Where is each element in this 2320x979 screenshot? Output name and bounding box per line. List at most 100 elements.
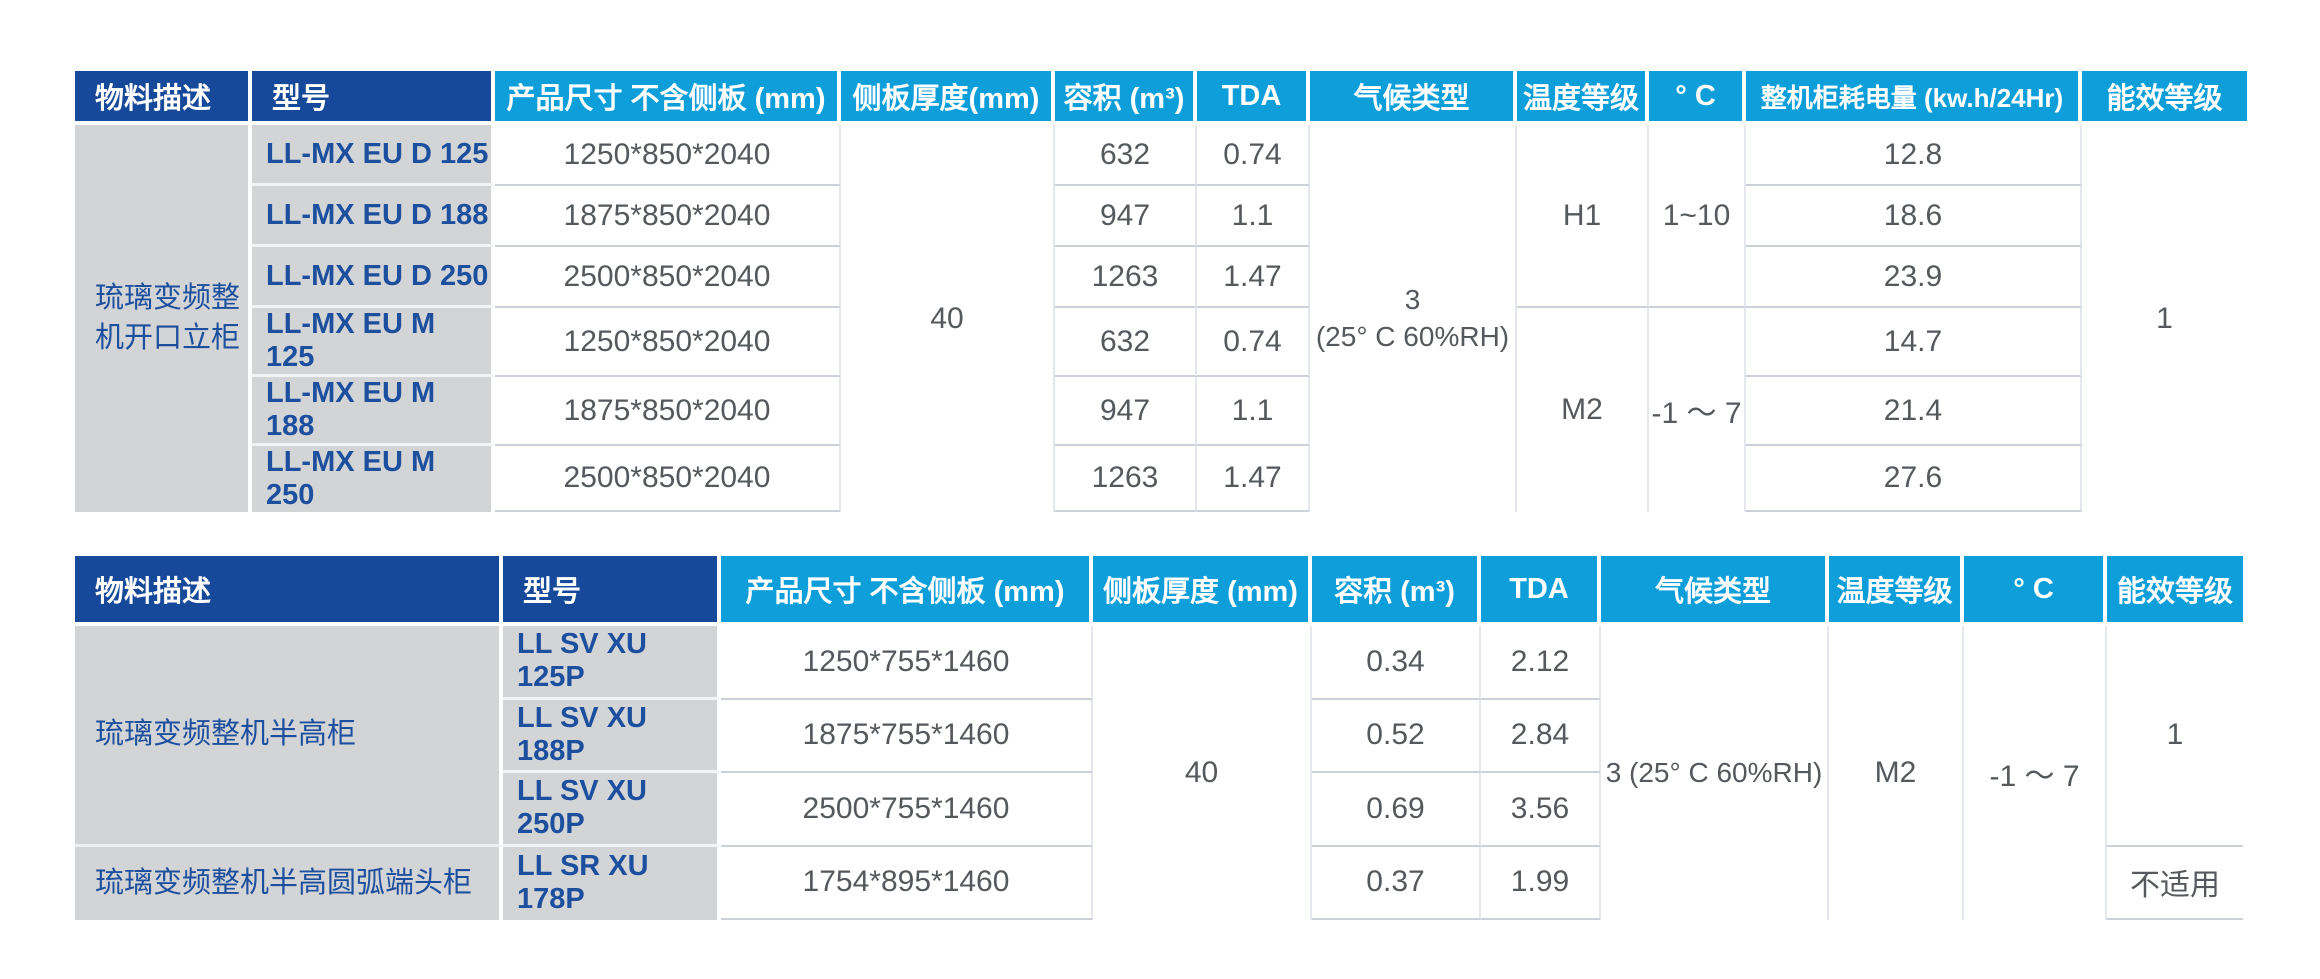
cell-dimensions: 1250*850*2040 <box>495 308 841 377</box>
cell-tda: 1.1 <box>1197 377 1310 446</box>
cell-tda: 1.1 <box>1197 186 1310 247</box>
cell-energy-grade: 1 <box>2107 626 2243 847</box>
cell-volume: 1263 <box>1055 247 1197 308</box>
cell-temp-class: M2 <box>1829 626 1964 920</box>
cell-volume: 632 <box>1055 125 1197 186</box>
cell-energy-grade: 不适用 <box>2107 846 2243 920</box>
material-line-1: 琉璃变频整 <box>95 282 241 315</box>
cell-dimensions: 1875*850*2040 <box>495 186 841 247</box>
header-side-thickness: 侧板厚度 (mm) <box>1093 556 1312 626</box>
climate-type-value: 3 <box>1404 284 1421 316</box>
cell-temp-class-h1: H1 <box>1517 125 1649 308</box>
cell-volume: 0.69 <box>1312 773 1481 847</box>
header-climate-type: 气候类型 <box>1601 556 1829 626</box>
cell-tda: 3.56 <box>1481 773 1601 847</box>
cell-model: LL SR XU 178P <box>503 846 721 920</box>
cell-dimensions: 1754*895*1460 <box>721 846 1093 920</box>
table-row: LL-MX EU D 188 1875*850*2040 947 1.1 18.… <box>75 186 2247 247</box>
cell-volume: 0.34 <box>1312 626 1481 700</box>
cell-model: LL-MX EU M 188 <box>252 377 495 446</box>
cell-model: LL-MX EU D 125 <box>252 125 495 186</box>
cell-dimensions: 1250*850*2040 <box>495 125 841 186</box>
cell-model: LL-MX EU D 188 <box>252 186 495 247</box>
cell-model: LL-MX EU M 125 <box>252 308 495 377</box>
cell-tda: 2.84 <box>1481 699 1601 773</box>
material-line-2: 机开口立柜 <box>95 321 241 354</box>
cell-tda: 0.74 <box>1197 308 1310 377</box>
cell-model: LL-MX EU D 250 <box>252 247 495 308</box>
table-row: 琉璃变频整机半高柜 LL SV XU 125P 1250*755*1460 40… <box>75 626 2243 920</box>
table-row: LL-MX EU D 250 2500*850*2040 1263 1.47 2… <box>75 247 2247 308</box>
cell-material-description: 琉璃变频整机半高柜 <box>75 626 503 847</box>
cell-dimensions: 1250*755*1460 <box>721 626 1093 700</box>
cell-dimensions: 2500*850*2040 <box>495 446 841 512</box>
cell-volume: 947 <box>1055 377 1197 446</box>
header-dimensions: 产品尺寸 不含侧板 (mm) <box>721 556 1093 626</box>
cell-power: 14.7 <box>1746 308 2082 377</box>
table-row: LL SV XU 188P 1875*755*1460 0.52 2.84 <box>75 699 2243 773</box>
cell-tda: 1.47 <box>1197 446 1310 512</box>
cell-side-thickness: 40 <box>1093 626 1312 920</box>
header-material: 物料描述 <box>75 71 252 125</box>
cell-temp-range-h1: 1~10 <box>1649 125 1746 308</box>
header-model: 型号 <box>503 556 721 626</box>
table-row: LL-MX EU M 125 1250*850*2040 632 0.74 M2… <box>75 308 2247 512</box>
cell-climate-type: 3 (25° C 60%RH) <box>1310 125 1517 512</box>
cell-power: 18.6 <box>1746 186 2082 247</box>
header-energy-grade: 能效等级 <box>2082 71 2247 125</box>
cell-dimensions: 2500*850*2040 <box>495 247 841 308</box>
climate-type-condition: (25° C 60%RH) <box>1315 320 1510 352</box>
cell-dimensions: 1875*850*2040 <box>495 377 841 446</box>
header-dimensions: 产品尺寸 不含侧板 (mm) <box>495 71 841 125</box>
header-volume: 容积 (m³) <box>1055 71 1197 125</box>
header-energy-grade: 能效等级 <box>2107 556 2243 626</box>
header-climate-type: 气候类型 <box>1310 71 1517 125</box>
table-row: 琉璃变频整机半高圆弧端头柜 LL SR XU 178P 1754*895*146… <box>75 846 2243 920</box>
cell-power: 12.8 <box>1746 125 2082 186</box>
cell-tda: 2.12 <box>1481 626 1601 700</box>
cell-volume: 1263 <box>1055 446 1197 512</box>
table-half-height-cabinets: 物料描述 型号 产品尺寸 不含侧板 (mm) 侧板厚度 (mm) 容积 (m³)… <box>75 556 2243 920</box>
header-volume: 容积 (m³) <box>1312 556 1481 626</box>
cell-temp-range-m2: -1 ～ 7 <box>1649 308 1746 512</box>
cell-model: LL SV XU 188P <box>503 699 721 773</box>
cell-energy-grade: 1 <box>2082 125 2247 512</box>
table-row: LL-MX EU M 250 2500*850*2040 1263 1.47 2… <box>75 446 2247 512</box>
header-temp-class: 温度等级 <box>1829 556 1964 626</box>
cell-power: 23.9 <box>1746 247 2082 308</box>
cell-power: 21.4 <box>1746 377 2082 446</box>
cell-dimensions: 2500*755*1460 <box>721 773 1093 847</box>
cell-side-thickness: 40 <box>841 125 1055 512</box>
cell-tda: 1.99 <box>1481 846 1601 920</box>
cell-model: LL SV XU 250P <box>503 773 721 847</box>
table-row: 琉璃变频整 机开口立柜 LL-MX EU D 125 1250*850*2040… <box>75 125 2247 512</box>
table-upright-cabinets: 物料描述 型号 产品尺寸 不含侧板 (mm) 侧板厚度(mm) 容积 (m³) … <box>75 71 2247 512</box>
header-tda: TDA <box>1197 71 1310 125</box>
cell-material-description: 琉璃变频整机半高圆弧端头柜 <box>75 846 503 920</box>
table-row: LL-MX EU M 188 1875*850*2040 947 1.1 21.… <box>75 377 2247 446</box>
cell-tda: 0.74 <box>1197 125 1310 186</box>
table2-header-row: 物料描述 型号 产品尺寸 不含侧板 (mm) 侧板厚度 (mm) 容积 (m³)… <box>75 556 2243 626</box>
cell-material-description: 琉璃变频整 机开口立柜 <box>75 125 252 512</box>
cell-model: LL-MX EU M 250 <box>252 446 495 512</box>
header-side-thickness: 侧板厚度(mm) <box>841 71 1055 125</box>
cell-volume: 0.52 <box>1312 699 1481 773</box>
header-celsius: ° C <box>1964 556 2107 626</box>
cell-temp-class-m2: M2 <box>1517 308 1649 512</box>
cell-model: LL SV XU 125P <box>503 626 721 700</box>
cell-volume: 947 <box>1055 186 1197 247</box>
header-model: 型号 <box>252 71 495 125</box>
header-power-consumption: 整机柜耗电量 (kw.h/24Hr) <box>1746 71 2082 125</box>
cell-dimensions: 1875*755*1460 <box>721 699 1093 773</box>
cell-tda: 1.47 <box>1197 247 1310 308</box>
cell-temp-range: -1 ～ 7 <box>1964 626 2107 920</box>
header-material: 物料描述 <box>75 556 503 626</box>
table-row: LL SV XU 250P 2500*755*1460 0.69 3.56 <box>75 773 2243 847</box>
cell-volume: 632 <box>1055 308 1197 377</box>
header-celsius: ° C <box>1649 71 1746 125</box>
cell-volume: 0.37 <box>1312 846 1481 920</box>
table1-header-row: 物料描述 型号 产品尺寸 不含侧板 (mm) 侧板厚度(mm) 容积 (m³) … <box>75 71 2247 125</box>
cell-climate-type: 3 (25° C 60%RH) <box>1601 626 1829 920</box>
header-temp-class: 温度等级 <box>1517 71 1649 125</box>
